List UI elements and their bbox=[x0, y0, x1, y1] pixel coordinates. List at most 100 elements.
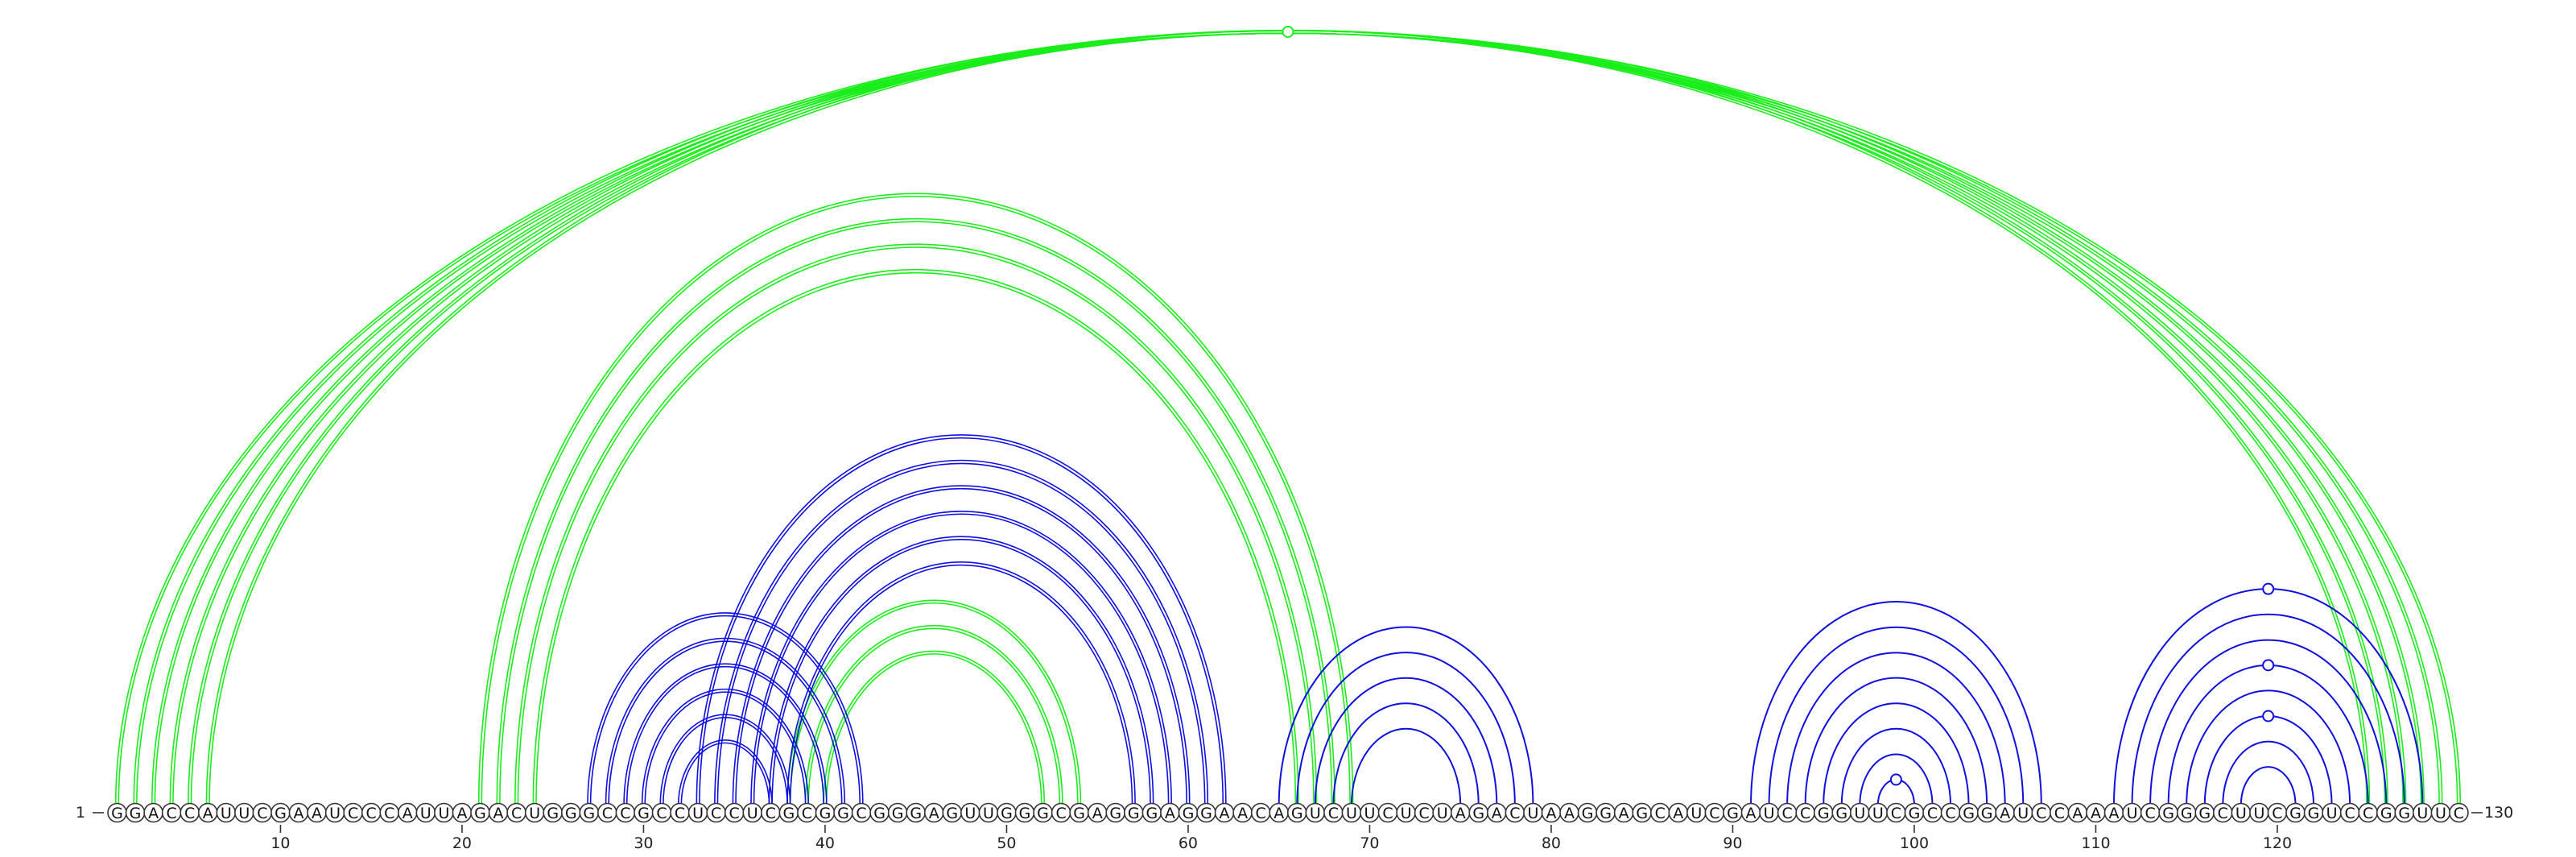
nucleotide-letter: G bbox=[1472, 805, 1484, 822]
nucleotide-letter: C bbox=[1418, 805, 1429, 822]
tick-label-100: 100 bbox=[1900, 834, 1929, 852]
nucleotide-64: C bbox=[1250, 802, 1271, 823]
nucleotide-13: U bbox=[324, 802, 345, 823]
arc-22-68 bbox=[499, 221, 1333, 805]
arc-3-128 bbox=[152, 31, 2424, 805]
tick-label-10: 10 bbox=[270, 834, 290, 852]
arc-39-53 bbox=[804, 624, 1063, 805]
nucleotide-105: A bbox=[1995, 802, 2015, 823]
arc-marker-116-123 bbox=[2262, 710, 2275, 722]
nucleotide-118: U bbox=[2231, 802, 2252, 823]
nucleotide-123: U bbox=[2322, 802, 2342, 823]
nucleotide-56: G bbox=[1105, 802, 1126, 823]
nucleotide-91: A bbox=[1740, 802, 1761, 823]
nucleotide-62: A bbox=[1214, 802, 1235, 823]
arc-68-76 bbox=[1332, 702, 1480, 805]
nucleotide-49: U bbox=[978, 802, 999, 823]
nucleotide-letter: C bbox=[1509, 805, 1520, 822]
nucleotide-88: U bbox=[1686, 802, 1707, 823]
nucleotide-letter: U bbox=[2253, 805, 2264, 822]
nucleotide-letter: U bbox=[2127, 805, 2138, 822]
nucleotide-101: C bbox=[1922, 802, 1942, 823]
nucleotide-37: C bbox=[760, 802, 781, 823]
arc-29-40 bbox=[623, 663, 828, 805]
nucleotide-letter: C bbox=[1781, 805, 1792, 822]
nucleotide-letter: G bbox=[2308, 805, 2320, 822]
nucleotide-letter: C bbox=[1709, 805, 1719, 822]
arc-23-67 bbox=[517, 246, 1315, 805]
nucleotide-letter: C bbox=[802, 805, 812, 822]
nucleotide-letter: G bbox=[2198, 805, 2211, 822]
nucleotide-51: G bbox=[1014, 802, 1035, 823]
nucleotide-96: G bbox=[1831, 802, 1852, 823]
nucleotide-18: U bbox=[415, 802, 436, 823]
nucleotide-letter: A bbox=[2000, 805, 2010, 822]
nucleotide-letter: C bbox=[1945, 805, 1955, 822]
nucleotide-letter: G bbox=[275, 805, 287, 822]
nucleotide-129: U bbox=[2430, 802, 2451, 823]
tick-label-20: 20 bbox=[452, 834, 472, 852]
arc-marker-111-128 bbox=[2262, 582, 2275, 595]
nucleotide-letter: G bbox=[1981, 805, 1993, 822]
nucleotide-letter: U bbox=[692, 805, 704, 822]
nucleotide-17: A bbox=[397, 802, 418, 823]
nucleotide-14: C bbox=[343, 802, 363, 823]
nucleotide-106: U bbox=[2013, 802, 2033, 823]
nucleotide-letter: U bbox=[1690, 805, 1702, 822]
nucleotide-57: G bbox=[1124, 802, 1144, 823]
tick-label-110: 110 bbox=[2081, 834, 2110, 852]
nucleotide-60: G bbox=[1178, 802, 1199, 823]
nucleotide-128: U bbox=[2413, 802, 2433, 823]
nucleotide-letter: A bbox=[294, 805, 304, 822]
tick-label-60: 60 bbox=[1179, 834, 1198, 852]
arc-93-105 bbox=[1786, 652, 2006, 805]
nucleotide-letter: U bbox=[964, 805, 976, 822]
arc-36-59 bbox=[753, 513, 1170, 805]
arc-97-101 bbox=[1859, 753, 1934, 805]
nucleotide-letter: G bbox=[837, 805, 849, 822]
nucleotide-letter: G bbox=[819, 805, 832, 822]
nucleotide-letter: C bbox=[384, 805, 394, 822]
nucleotide-78: C bbox=[1505, 802, 1525, 823]
nucleotide-letter: A bbox=[1092, 805, 1103, 822]
nucleotide-89: C bbox=[1704, 802, 1725, 823]
arc-111-128 bbox=[2113, 588, 2424, 805]
nucleotide-letter: A bbox=[1165, 805, 1175, 822]
nucleotide-115: G bbox=[2176, 802, 2197, 823]
nucleotide-8: U bbox=[234, 802, 254, 823]
arc-39-53 bbox=[807, 627, 1061, 805]
nucleotide-letter: G bbox=[1037, 805, 1049, 822]
nucleotide-15: C bbox=[361, 802, 382, 823]
nucleotide-letter: U bbox=[238, 805, 250, 822]
base-pair-arcs bbox=[116, 31, 2461, 805]
nucleotide-38: G bbox=[778, 802, 799, 823]
nucleotide-letter: U bbox=[2326, 805, 2338, 822]
nucleotide-68: C bbox=[1323, 802, 1344, 823]
nucleotide-letter: U bbox=[1364, 805, 1375, 822]
nucleotide-41: G bbox=[833, 802, 853, 823]
nucleotide-73: C bbox=[1414, 802, 1435, 823]
nucleotide-letter: U bbox=[1401, 805, 1412, 822]
nucleotide-letter: G bbox=[1128, 805, 1140, 822]
nucleotide-87: A bbox=[1668, 802, 1689, 823]
nucleotide-5: C bbox=[180, 802, 200, 823]
nucleotide-39: C bbox=[797, 802, 817, 823]
nucleotide-letter: C bbox=[1655, 805, 1666, 822]
nucleotide-letter: G bbox=[892, 805, 904, 822]
arc-34-61 bbox=[716, 462, 1206, 805]
nucleotide-letter: C bbox=[1800, 805, 1810, 822]
arc-5-126 bbox=[190, 32, 2386, 805]
arc-1-130 bbox=[116, 31, 2461, 805]
nucleotide-98: U bbox=[1868, 802, 1889, 823]
nucleotide-letter: C bbox=[2054, 805, 2065, 822]
arc-96-102 bbox=[1840, 727, 1952, 805]
arc-113-126 bbox=[2149, 639, 2388, 805]
arc-67-77 bbox=[1314, 677, 1498, 805]
nucleotide-92: U bbox=[1759, 802, 1779, 823]
nucleotide-33: U bbox=[687, 802, 708, 823]
nucleotide-letter: A bbox=[2109, 805, 2120, 822]
arc-2-129 bbox=[133, 29, 2443, 805]
nucleotide-letter: C bbox=[675, 805, 685, 822]
nucleotide-letter: U bbox=[1854, 805, 1865, 822]
nucleotide-67: U bbox=[1305, 802, 1326, 823]
